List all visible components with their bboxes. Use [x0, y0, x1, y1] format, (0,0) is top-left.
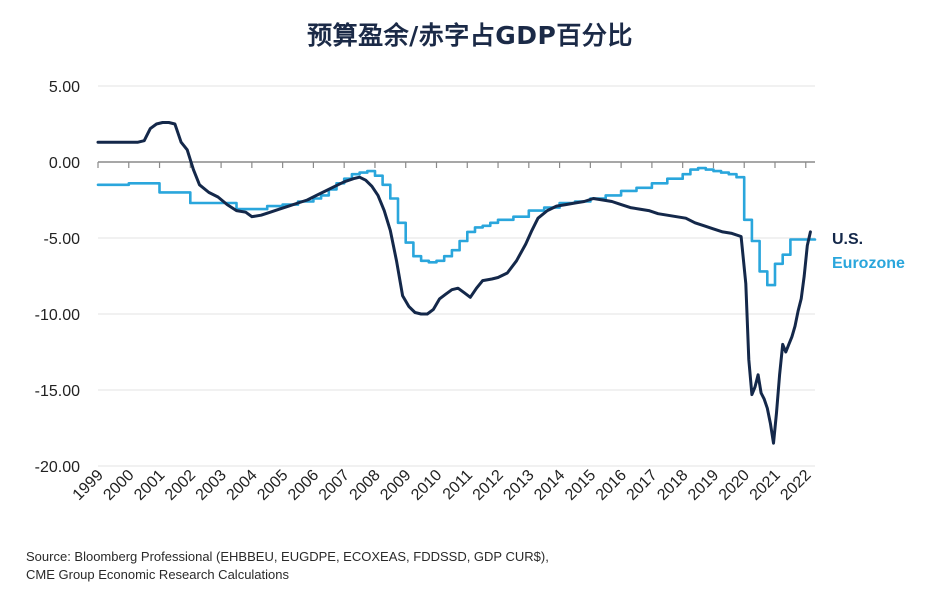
x-tick-label: 2003 [193, 467, 230, 504]
x-tick-label: 2008 [347, 467, 384, 504]
x-tick-label: 2020 [716, 467, 753, 504]
x-tick-label: 2002 [162, 467, 199, 504]
y-tick-label: -20.00 [35, 459, 80, 476]
y-tick-label: 5.00 [49, 79, 80, 96]
x-tick-label: 2006 [285, 467, 322, 504]
x-tick-label: 2010 [408, 467, 445, 504]
x-tick-label: 2001 [131, 467, 168, 504]
source-note: Source: Bloomberg Professional (EHBBEU, … [26, 548, 549, 584]
y-tick-label: -15.00 [35, 383, 80, 400]
legend: U.S. Eurozone [832, 231, 905, 272]
x-tick-label: 2019 [685, 467, 722, 504]
x-tick-label: 2009 [377, 467, 414, 504]
series-line-us [96, 121, 812, 445]
y-tick-label: -10.00 [35, 307, 80, 324]
x-tick-label: 2016 [593, 467, 630, 504]
y-tick-label: -5.00 [44, 231, 81, 248]
x-axis [97, 161, 815, 168]
x-tick-label: 2021 [747, 467, 784, 504]
x-tick-label: 2022 [777, 467, 814, 504]
x-tick-label: 2011 [440, 467, 476, 503]
x-tick-label: 2012 [470, 467, 507, 504]
series-line-eurozone [96, 166, 817, 287]
x-tick-label: 2000 [100, 467, 137, 504]
y-axis-tick-labels: 5.00 0.00 -5.00 -10.00 -15.00 -20.00 [35, 79, 80, 476]
x-tick-label: 2014 [531, 467, 568, 504]
x-tick-label: 2017 [624, 467, 661, 504]
y-tick-label: 0.00 [49, 155, 80, 172]
grid-lines [98, 85, 815, 467]
chart-title: 预算盈余/赤字占GDP百分比 [307, 21, 633, 50]
x-tick-label: 2013 [500, 467, 537, 504]
x-tick-label: 2004 [224, 467, 261, 504]
legend-label-eurozone: Eurozone [832, 255, 905, 272]
x-axis-tick-labels: 1999200020012002200320042005200620072008… [70, 467, 815, 504]
x-tick-label: 2005 [254, 467, 291, 504]
x-tick-label: 2015 [562, 467, 599, 504]
series-lines [96, 121, 817, 445]
x-tick-label: 2007 [316, 467, 353, 504]
source-line-1: Source: Bloomberg Professional (EHBBEU, … [26, 549, 549, 564]
source-line-2: CME Group Economic Research Calculations [26, 567, 289, 582]
x-tick-label: 2018 [654, 467, 691, 504]
legend-label-us: U.S. [832, 231, 863, 248]
